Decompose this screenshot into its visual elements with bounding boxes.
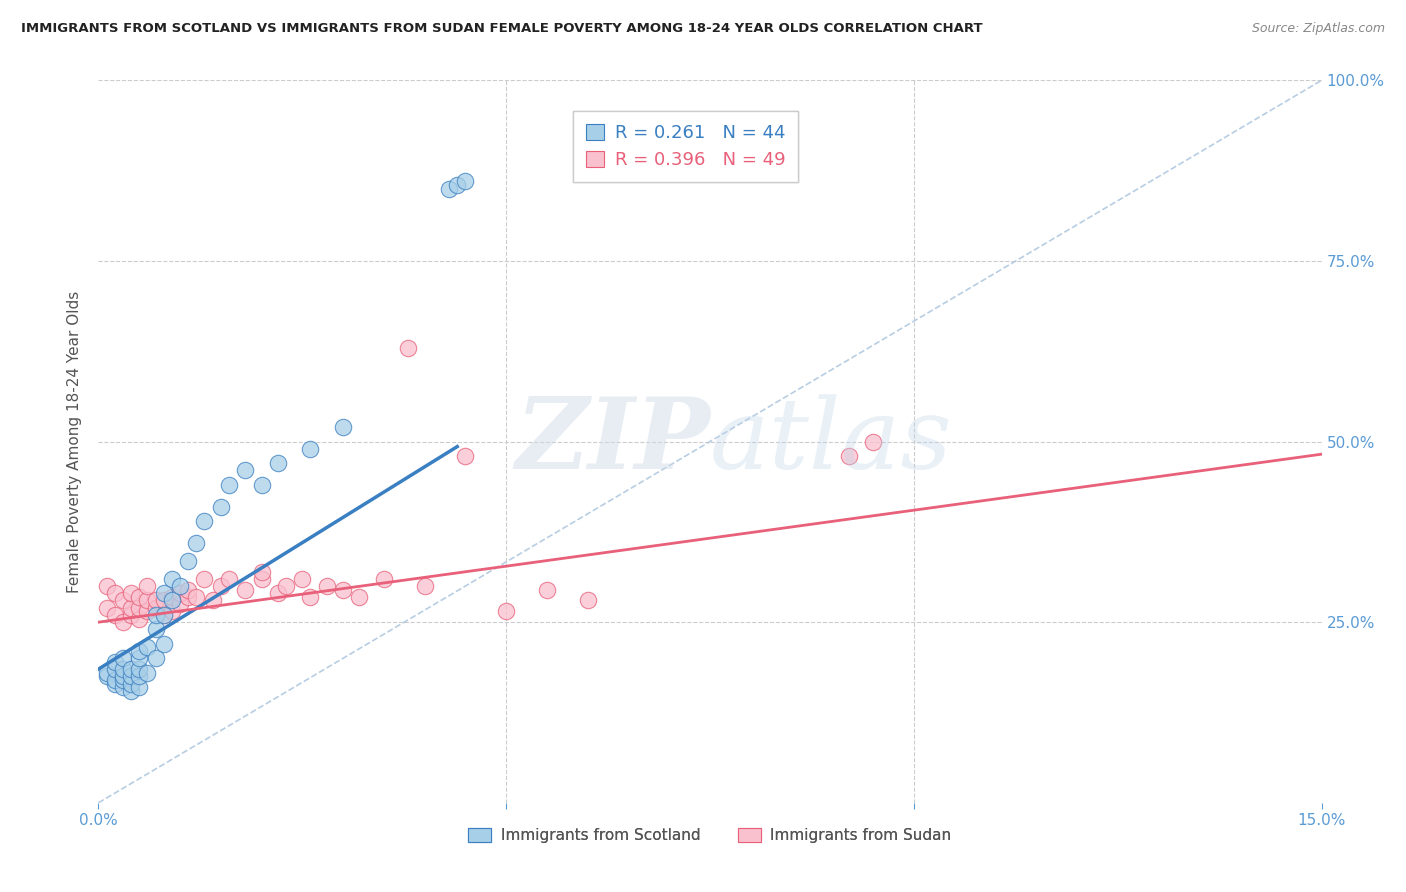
Y-axis label: Female Poverty Among 18-24 Year Olds: Female Poverty Among 18-24 Year Olds	[67, 291, 83, 592]
Point	[437, 182, 460, 196]
Point	[136, 593, 159, 607]
Point	[332, 582, 354, 597]
Point	[111, 651, 134, 665]
Point	[128, 600, 150, 615]
Point	[136, 665, 159, 680]
Point	[128, 651, 150, 665]
Point	[209, 500, 232, 514]
Point	[169, 597, 191, 611]
Point	[373, 572, 395, 586]
Point	[160, 604, 183, 618]
Text: Source: ZipAtlas.com: Source: ZipAtlas.com	[1251, 22, 1385, 36]
Point	[120, 586, 142, 600]
Point	[152, 586, 174, 600]
Point	[120, 669, 142, 683]
Point	[299, 442, 322, 456]
Point	[186, 590, 208, 604]
Point	[111, 662, 134, 676]
Point	[111, 673, 134, 687]
Point	[218, 572, 240, 586]
Point	[169, 586, 191, 600]
Point	[104, 655, 127, 669]
Point	[177, 590, 200, 604]
Point	[136, 579, 159, 593]
Point	[193, 572, 215, 586]
Point	[104, 586, 127, 600]
Point	[446, 178, 468, 192]
Point	[152, 607, 174, 622]
Point	[120, 676, 142, 690]
Point	[193, 514, 215, 528]
Point	[233, 463, 256, 477]
Point	[120, 607, 142, 622]
Point	[128, 611, 150, 625]
Point	[152, 607, 174, 622]
Point	[209, 579, 232, 593]
Point	[454, 174, 477, 188]
Point	[111, 669, 134, 683]
Point	[145, 651, 167, 665]
Point	[96, 669, 118, 683]
Point	[152, 593, 174, 607]
Point	[576, 593, 599, 607]
Point	[136, 640, 159, 655]
Point	[120, 600, 142, 615]
Point	[169, 579, 191, 593]
Point	[291, 572, 314, 586]
Point	[128, 590, 150, 604]
Point	[120, 662, 142, 676]
Point	[104, 607, 127, 622]
Point	[250, 565, 273, 579]
Legend: Immigrants from Scotland, Immigrants from Sudan: Immigrants from Scotland, Immigrants fro…	[463, 822, 957, 849]
Point	[250, 478, 273, 492]
Point	[111, 593, 134, 607]
Point	[96, 579, 118, 593]
Point	[177, 554, 200, 568]
Point	[838, 449, 860, 463]
Point	[145, 600, 167, 615]
Point	[536, 582, 558, 597]
Point	[160, 572, 183, 586]
Point	[413, 579, 436, 593]
Point	[136, 604, 159, 618]
Point	[104, 676, 127, 690]
Point	[862, 434, 884, 449]
Point	[111, 680, 134, 694]
Point	[152, 637, 174, 651]
Point	[454, 449, 477, 463]
Point	[104, 662, 127, 676]
Point	[233, 582, 256, 597]
Point	[218, 478, 240, 492]
Point	[267, 456, 290, 470]
Point	[111, 615, 134, 630]
Point	[274, 579, 297, 593]
Point	[96, 665, 118, 680]
Point	[160, 590, 183, 604]
Point	[145, 607, 167, 622]
Point	[315, 579, 337, 593]
Text: ZIP: ZIP	[515, 393, 710, 490]
Point	[128, 662, 150, 676]
Point	[250, 572, 273, 586]
Point	[145, 593, 167, 607]
Point	[128, 669, 150, 683]
Point	[201, 593, 224, 607]
Text: atlas: atlas	[710, 394, 953, 489]
Point	[299, 590, 322, 604]
Text: IMMIGRANTS FROM SCOTLAND VS IMMIGRANTS FROM SUDAN FEMALE POVERTY AMONG 18-24 YEA: IMMIGRANTS FROM SCOTLAND VS IMMIGRANTS F…	[21, 22, 983, 36]
Point	[104, 673, 127, 687]
Point	[396, 341, 419, 355]
Point	[120, 683, 142, 698]
Point	[332, 420, 354, 434]
Point	[145, 623, 167, 637]
Point	[96, 600, 118, 615]
Point	[128, 644, 150, 658]
Point	[177, 582, 200, 597]
Point	[128, 680, 150, 694]
Point	[495, 604, 517, 618]
Point	[267, 586, 290, 600]
Point	[186, 535, 208, 549]
Point	[349, 590, 371, 604]
Point	[160, 593, 183, 607]
